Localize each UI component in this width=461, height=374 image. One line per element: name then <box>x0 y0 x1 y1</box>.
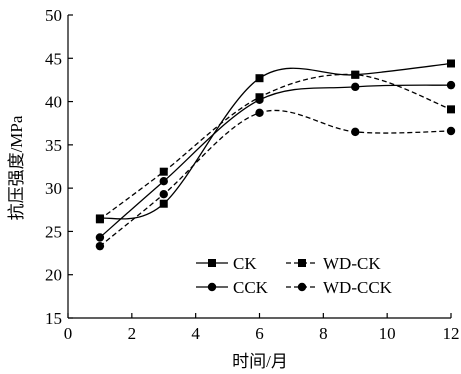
data-point-wd-ck <box>159 167 168 176</box>
x-tick-label: 8 <box>319 324 328 343</box>
y-tick-label: 50 <box>45 6 62 25</box>
data-point-wd-cck <box>351 127 360 137</box>
y-tick-label: 45 <box>45 49 62 68</box>
y-tick-label: 35 <box>45 136 62 155</box>
y-tick-label: 25 <box>45 222 62 241</box>
x-tick-label: 4 <box>191 324 200 343</box>
y-tick-label: 20 <box>45 266 62 285</box>
data-point-cck <box>159 177 168 186</box>
series-line-cck <box>99 84 452 238</box>
x-tick-label: 12 <box>443 324 460 343</box>
legend-label-cck: CCK <box>233 278 269 297</box>
series-markers <box>95 59 456 251</box>
data-point-cck <box>351 82 360 92</box>
y-tick-label: 40 <box>45 93 62 112</box>
data-point-wd-cck <box>159 190 168 199</box>
x-tick-label: 0 <box>64 324 73 343</box>
data-point-ck <box>447 59 455 68</box>
x-tick-label: 2 <box>128 324 137 343</box>
y-tick-label: 30 <box>45 179 62 198</box>
x-tick-label: 6 <box>255 324 264 343</box>
series-line-wd-ck <box>99 73 452 220</box>
legend-label-wd-ck: WD-CK <box>323 254 381 273</box>
series-line-wd-cck <box>99 109 452 247</box>
data-point-wd-ck <box>351 70 360 79</box>
series-lines <box>99 62 452 247</box>
legend-marker-wd-ck <box>298 259 306 267</box>
data-point-cck <box>446 80 456 90</box>
legend-label-ck: CK <box>233 254 257 273</box>
y-tick-label: 15 <box>45 309 62 328</box>
legend: CK WD-CK CCK WD-CCK <box>196 254 393 297</box>
data-point-cck <box>255 95 264 105</box>
legend-label-wd-cck: WD-CCK <box>323 278 393 297</box>
data-point-wd-ck <box>447 105 455 114</box>
data-point-wd-cck <box>95 241 105 251</box>
data-point-cck <box>95 233 105 242</box>
y-axis-title: 抗压强度/MPa <box>7 115 26 220</box>
legend-marker-cck <box>207 282 217 292</box>
data-point-wd-cck <box>446 126 456 136</box>
data-point-wd-ck <box>95 215 104 224</box>
legend-marker-ck <box>208 259 216 267</box>
axes: 15 20 25 30 35 40 45 50 0 2 4 6 8 10 12 <box>45 6 460 343</box>
x-axis-title: 时间/月 <box>232 352 288 371</box>
data-point-ck <box>255 74 264 83</box>
legend-marker-wd-cck <box>297 282 307 292</box>
data-point-ck <box>159 199 168 208</box>
x-tick-label: 10 <box>379 324 396 343</box>
data-point-wd-cck <box>255 108 264 118</box>
